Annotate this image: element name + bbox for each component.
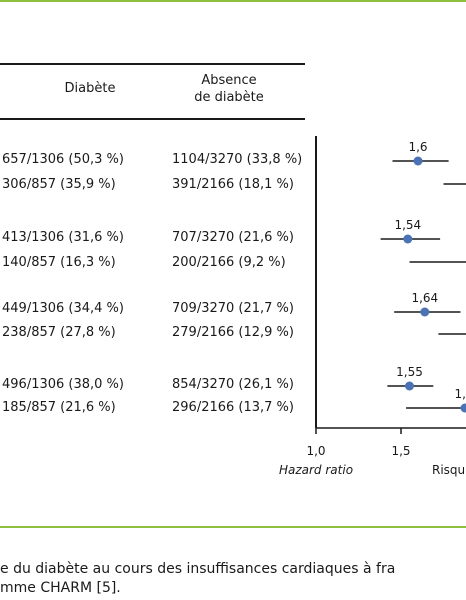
header-top-rule <box>0 63 305 65</box>
hazard-ratio-point <box>420 307 430 317</box>
row4-diabetes: 140/857 (16,3 %) <box>2 255 116 270</box>
hazard-ratio-label: 1,54 <box>394 218 421 232</box>
x-axis-title: Hazard ratio <box>279 463 353 477</box>
row2-diabetes: 306/857 (35,9 %) <box>2 177 116 192</box>
row7-absence: 854/3270 (26,1 %) <box>172 377 294 392</box>
header-absence-line1: Absence <box>201 73 257 88</box>
hazard-ratio-label: 1,8 <box>454 387 466 401</box>
x-tick-label: 1,0 <box>306 444 325 458</box>
header-diabetes-label: Diabète <box>64 81 116 96</box>
hazard-ratio-label: 1,6 <box>408 140 427 154</box>
top-green-rule <box>0 0 466 2</box>
row4-absence: 200/2166 (9,2 %) <box>172 255 286 270</box>
caption-line1: e du diabète au cours des insuffisances … <box>0 561 396 577</box>
hazard-ratio-point <box>403 234 413 244</box>
row5-diabetes: 449/1306 (34,4 %) <box>2 301 124 316</box>
hazard-ratio-point <box>413 156 423 166</box>
header-bottom-rule <box>0 118 305 120</box>
row1-diabetes: 657/1306 (50,3 %) <box>2 152 124 167</box>
row6-diabetes: 238/857 (27,8 %) <box>2 325 116 340</box>
row6-absence: 279/2166 (12,9 %) <box>172 325 294 340</box>
hazard-ratio-point <box>405 381 414 391</box>
header-diabetes: Diabète <box>40 80 140 97</box>
x-tick-label: 1,5 <box>391 444 410 458</box>
hazard-ratio-label: 1,64 <box>411 291 438 305</box>
row8-absence: 296/2166 (13,7 %) <box>172 400 294 415</box>
row3-absence: 707/3270 (21,6 %) <box>172 230 294 245</box>
row8-diabetes: 185/857 (21,6 %) <box>2 400 116 415</box>
row7-diabetes: 496/1306 (38,0 %) <box>2 377 124 392</box>
row2-absence: 391/2166 (18,1 %) <box>172 177 294 192</box>
row1-absence: 1104/3270 (33,8 %) <box>172 152 303 167</box>
header-absence: Absence de diabète <box>170 72 288 106</box>
hazard-ratio-label: 1,55 <box>396 365 423 379</box>
header-absence-line2: de diabète <box>194 90 264 105</box>
hazard-ratio-point <box>460 403 466 413</box>
row5-absence: 709/3270 (21,7 %) <box>172 301 294 316</box>
caption-line2: mme CHARM [5]. <box>0 580 121 596</box>
row3-diabetes: 413/1306 (31,6 %) <box>2 230 124 245</box>
bottom-green-rule <box>0 526 466 528</box>
x-axis-title-right: Risqu <box>432 463 465 477</box>
